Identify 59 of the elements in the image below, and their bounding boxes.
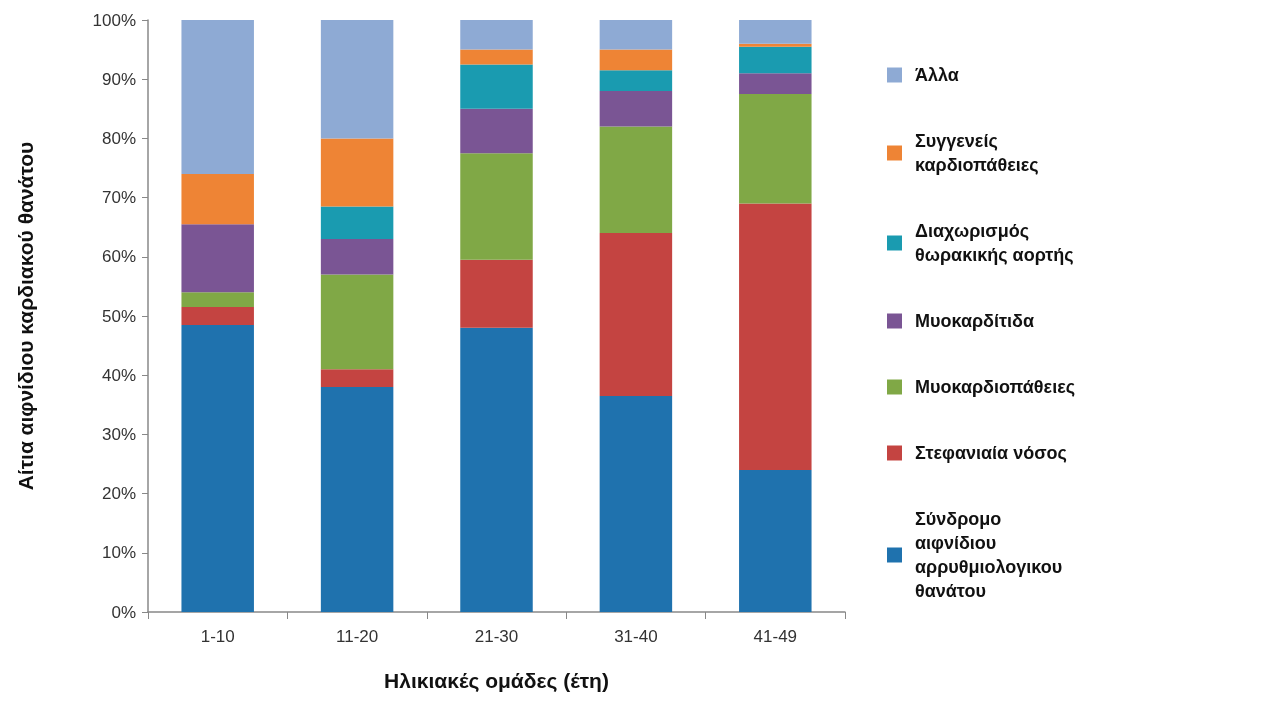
y-tick-label: 50% [101, 306, 136, 326]
bar [599, 233, 673, 396]
y-tick-label: 90% [101, 69, 136, 89]
x-tick-label: 41-49 [753, 627, 798, 646]
bar [599, 126, 673, 234]
x-axis-title: Ηλικιακές ομάδες (έτη) [384, 669, 609, 693]
legend-label: Σύνδρομο αιφνίδιου αρρυθμιολογικου θανάτου [915, 509, 1068, 601]
bar [320, 206, 394, 240]
bar [320, 239, 394, 275]
y-tick-label: 30% [101, 424, 136, 444]
bar [320, 369, 394, 388]
bar [181, 307, 254, 325]
bar [181, 224, 254, 293]
bar [320, 274, 394, 370]
bar [460, 327, 533, 612]
bar [320, 387, 394, 612]
legend-label: Άλλα [915, 65, 959, 85]
y-tick-label: 40% [101, 365, 136, 385]
x-tick-label: 11-20 [335, 627, 379, 646]
legend-label: Συγγενείς καρδιοπάθειες [915, 131, 1039, 175]
legend-label: Στεφανιαία νόσος [915, 443, 1067, 463]
bar [181, 173, 254, 225]
x-tick-label: 21-30 [474, 627, 519, 646]
bar [599, 70, 673, 92]
y-tick-label: 100% [92, 10, 136, 30]
y-tick-label: 20% [101, 484, 136, 504]
bar [739, 94, 812, 204]
x-tick-label: 1-10 [200, 627, 235, 646]
y-tick-label: 10% [101, 543, 136, 563]
bar [739, 20, 812, 44]
bar [460, 49, 533, 65]
bar [181, 20, 254, 174]
bar [599, 49, 673, 71]
bar [460, 259, 533, 328]
bar [181, 324, 254, 612]
bar [460, 20, 533, 50]
bar [739, 43, 812, 47]
y-tick-label: 70% [101, 188, 136, 208]
legend-label: Μυοκαρδίτιδα [915, 311, 1035, 331]
bar [460, 153, 533, 260]
bar [320, 138, 394, 207]
bar [181, 292, 254, 308]
bar [460, 108, 533, 154]
y-axis-title: Αίτια αιφνίδιου καρδιακού θανάτου [14, 141, 37, 491]
bar [460, 64, 533, 109]
legend-label: Μυοκαρδιοπάθειες [915, 377, 1076, 397]
bar [739, 46, 812, 74]
bar [739, 73, 812, 94]
bar [739, 469, 812, 612]
y-tick-label: 80% [101, 128, 136, 148]
bar [599, 395, 673, 612]
y-tick-label: 60% [101, 247, 136, 267]
legend-label: Διαχωρισμός θωρακικής αορτής [915, 221, 1074, 265]
bar [739, 203, 812, 470]
bar [599, 91, 673, 127]
y-tick-label: 0% [111, 602, 136, 622]
x-tick-label: 31-40 [614, 627, 658, 646]
bar [320, 20, 394, 139]
bar [599, 20, 673, 50]
